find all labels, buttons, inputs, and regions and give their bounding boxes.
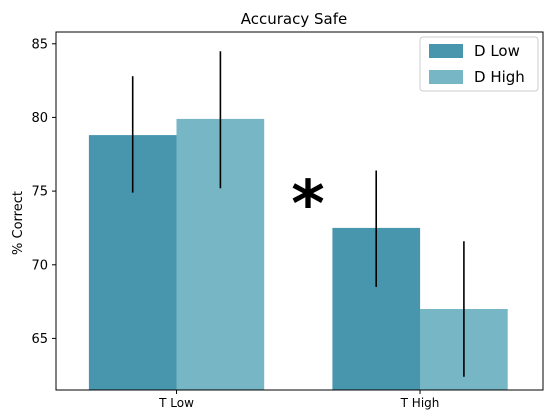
x-axis-ticks: T Low T High	[158, 390, 439, 410]
x-tick-label: T High	[400, 396, 440, 410]
y-tick-label: 85	[31, 37, 48, 52]
plot-frame	[55, 31, 544, 391]
y-tick-label: 75	[31, 185, 48, 200]
legend-label-d-high: D High	[474, 68, 525, 86]
y-tick-label: 70	[31, 258, 48, 273]
legend: D Low D High	[419, 36, 539, 92]
bars-layer	[88, 118, 508, 391]
legend-swatch-d-high	[429, 70, 463, 84]
legend-swatch-d-low	[429, 44, 463, 58]
y-axis-label: % Correct	[11, 191, 26, 255]
legend-label-d-low: D Low	[474, 42, 520, 60]
error-bars-layer	[131, 51, 465, 377]
chart-title: Accuracy Safe	[241, 10, 347, 28]
y-tick-label: 80	[31, 111, 48, 126]
y-tick-label: 65	[31, 332, 48, 347]
y-axis-ticks: 65 70 75 80 85	[31, 37, 56, 347]
x-tick-label: T Low	[158, 396, 194, 410]
significance-annotation: *	[291, 168, 324, 242]
